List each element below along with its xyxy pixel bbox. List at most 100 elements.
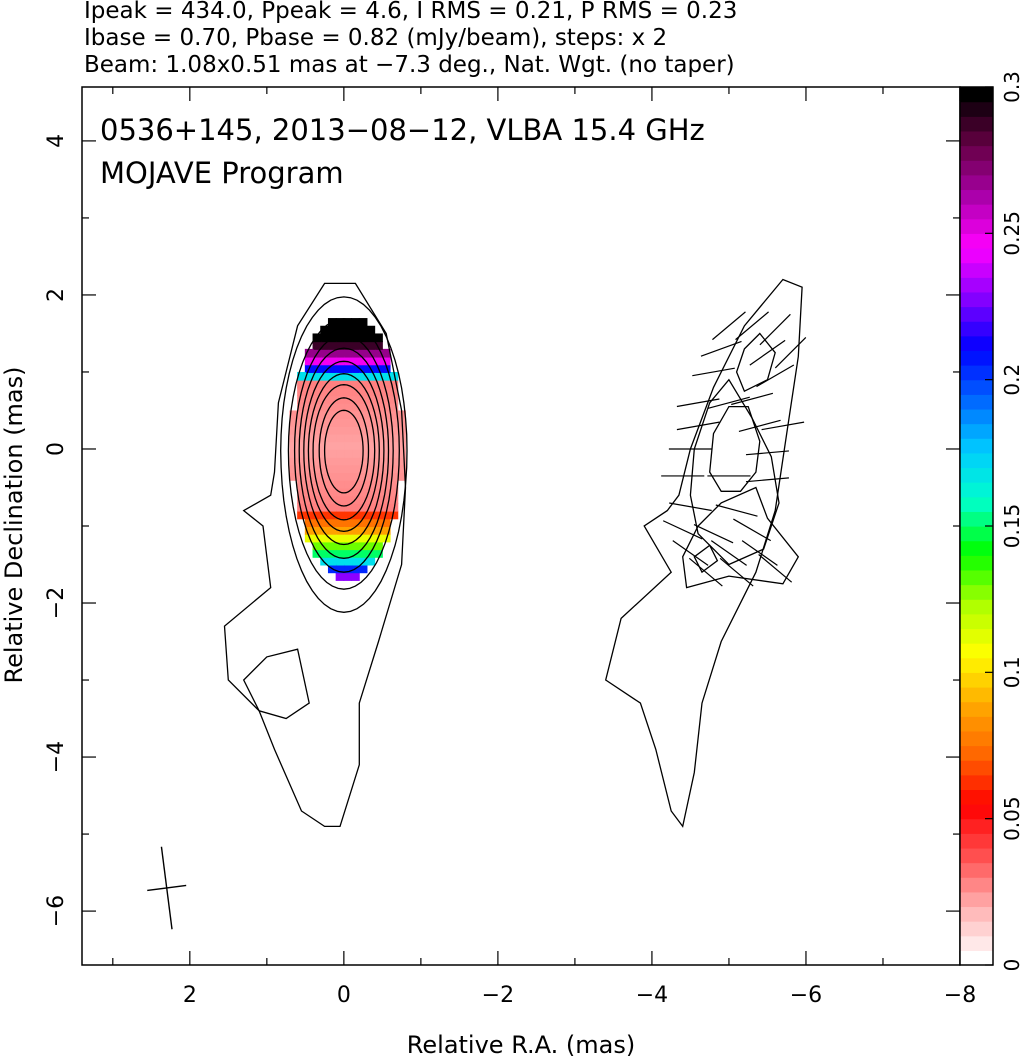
- chart-title: 0536+145, 2013−08−12, VLBA 15.4 GHz: [100, 113, 705, 147]
- y-tick-label: 4: [44, 134, 69, 148]
- evpa-vector: [700, 340, 742, 357]
- pol-pixel: [327, 402, 337, 412]
- pol-pixel: [297, 425, 306, 435]
- pol-pixel: [327, 487, 337, 497]
- colorbar-cell: [960, 335, 993, 351]
- pol-pixel: [366, 325, 376, 335]
- pol-pixel: [304, 518, 314, 527]
- colorbar-cell: [960, 657, 993, 673]
- chart-subtitle: MOJAVE Program: [100, 156, 344, 190]
- pol-pixel: [358, 341, 368, 350]
- pol-pixel: [358, 318, 368, 327]
- pol-pixel: [374, 526, 383, 535]
- colorbar-tick-label: 0.1: [1000, 656, 1021, 688]
- pol-pixel: [304, 479, 314, 489]
- colorbar-cell: [960, 350, 993, 366]
- colorbar-cell: [960, 291, 993, 308]
- pol-pixel: [327, 371, 337, 381]
- pol-pixel: [327, 418, 337, 427]
- colorbar-tick-label: 0.2: [1000, 364, 1021, 396]
- pol-pixel: [312, 418, 322, 427]
- pol-pixel: [312, 533, 322, 543]
- contour-right-inner: [682, 486, 800, 589]
- pol-pixel: [320, 402, 329, 412]
- pol-pixel: [389, 433, 399, 443]
- colorbar-cell: [960, 394, 993, 410]
- pol-pixel: [327, 533, 337, 543]
- pol-pixel: [358, 502, 368, 512]
- pol-pixel: [358, 526, 368, 535]
- pol-pixel: [358, 348, 368, 358]
- pol-pixel: [366, 441, 376, 450]
- pol-pixel: [397, 456, 406, 466]
- pol-pixel: [397, 448, 406, 458]
- pol-pixel: [343, 564, 353, 574]
- pol-pixel: [366, 541, 376, 551]
- pol-pixel: [304, 487, 314, 497]
- colorbar-cell: [960, 218, 993, 234]
- pol-pixel: [327, 541, 337, 551]
- pol-pixel: [320, 541, 329, 551]
- pol-pixel: [335, 464, 345, 474]
- pol-pixel: [366, 341, 376, 350]
- colorbar-cell: [960, 233, 993, 249]
- pol-pixel: [320, 510, 329, 520]
- pol-pixel: [335, 549, 345, 558]
- pol-pixel: [351, 379, 360, 389]
- pol-pixel: [366, 472, 376, 481]
- evpa-vector: [745, 450, 789, 456]
- colorbar-cell: [960, 116, 993, 132]
- pol-pixel: [335, 325, 345, 335]
- pol-pixel: [320, 487, 329, 497]
- pol-pixel: [335, 425, 345, 435]
- colorbar-cell: [960, 950, 993, 966]
- evpa-vector: [688, 557, 723, 587]
- pol-pixel: [343, 472, 353, 481]
- pol-pixel: [381, 518, 391, 527]
- colorbar-cell: [960, 87, 993, 103]
- pol-pixel: [366, 410, 376, 420]
- colorbar-cell: [960, 760, 993, 776]
- y-tick-label: −2: [44, 587, 69, 619]
- pol-pixel: [304, 371, 314, 381]
- pol-pixel: [335, 402, 345, 412]
- pol-pixel: [320, 371, 329, 381]
- contour-left: [312, 384, 376, 521]
- pol-pixel: [351, 387, 360, 397]
- intensity-contours: [223, 278, 803, 828]
- pol-pixel: [320, 533, 329, 543]
- pol-pixel: [358, 464, 368, 474]
- pol-pixel: [335, 479, 345, 489]
- pol-pixel: [289, 418, 299, 427]
- colorbar-cell: [960, 482, 993, 498]
- pol-pixel: [327, 387, 337, 397]
- x-tick-label: 2: [183, 983, 197, 1008]
- pol-pixel: [297, 502, 306, 512]
- pol-pixel: [312, 495, 322, 504]
- pol-pixel: [304, 348, 314, 358]
- pol-pixel: [320, 325, 329, 335]
- pol-pixel: [343, 318, 353, 327]
- evpa-vector: [693, 524, 734, 544]
- pol-pixel: [343, 341, 353, 350]
- pol-pixel: [327, 325, 337, 335]
- evpa-vector: [733, 518, 772, 542]
- pol-pixel: [389, 456, 399, 466]
- pol-pixel: [304, 410, 314, 420]
- y-tick-label: 2: [44, 288, 69, 302]
- pol-pixel: [343, 364, 353, 373]
- pol-pixel: [297, 487, 306, 497]
- pol-pixel: [343, 533, 353, 543]
- pol-pixel: [389, 418, 399, 427]
- colorbar-cell: [960, 540, 993, 556]
- pol-pixel: [289, 448, 299, 458]
- pol-pixel: [381, 395, 391, 404]
- y-tick-label: −6: [44, 895, 69, 927]
- pol-pixel: [351, 364, 360, 373]
- pol-pixel: [343, 448, 353, 458]
- pol-pixel: [381, 441, 391, 450]
- x-tick-label: −2: [482, 983, 514, 1008]
- colorbar-cell: [960, 262, 993, 278]
- pol-pixel: [366, 526, 376, 535]
- evpa-vector: [761, 421, 805, 431]
